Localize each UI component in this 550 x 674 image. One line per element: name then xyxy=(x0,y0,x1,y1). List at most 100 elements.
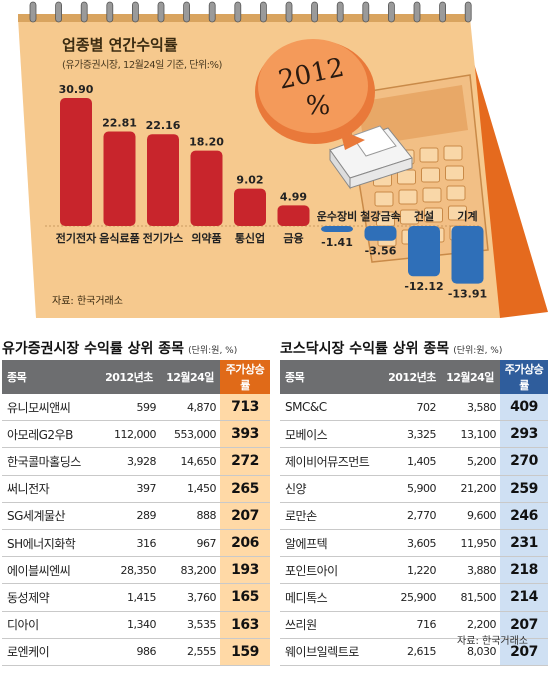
calendar-binding xyxy=(18,14,470,22)
calendar-illustration: 2012 % 30.90 전기전자 22.81 음식료품 22.16 전기가스 18.20 의… xyxy=(18,1,548,318)
price-end: 3,880 xyxy=(440,556,500,585)
calculator-key xyxy=(421,167,440,183)
price-start: 3,325 xyxy=(384,420,440,449)
price-end: 11,950 xyxy=(440,529,500,558)
table-row: 에이블씨엔씨 28,350 83,200 193 xyxy=(2,556,270,585)
bar xyxy=(408,226,440,277)
stock-name: 로만손 xyxy=(280,502,384,530)
bar xyxy=(451,226,484,284)
stock-name: 한국콜마홀딩스 xyxy=(2,447,98,476)
rise-rate: 265 xyxy=(220,475,270,503)
rise-rate: 193 xyxy=(220,556,270,585)
rise-rate: 270 xyxy=(500,447,548,476)
table-row: 아모레G2우B 112,000 553,000 393 xyxy=(2,420,270,449)
price-end: 888 xyxy=(160,502,220,530)
kosdaq-title-text: 코스닥시장 수익률 상위 종목 xyxy=(280,341,450,357)
stock-name: 제이비어뮤즈먼트 xyxy=(280,447,384,476)
kospi-table-block: 유가증권시장 수익률 상위 종목 (단위:원, %) 종목 2012년초 12월2… xyxy=(2,338,270,666)
bar-value-label: -13.91 xyxy=(448,288,487,301)
price-start: 702 xyxy=(384,394,440,422)
bar-category-label: 음식료품 xyxy=(99,231,139,245)
stock-name: 웨이브일렉트로 xyxy=(280,638,384,666)
rise-rate: 206 xyxy=(220,529,270,558)
rise-rate: 231 xyxy=(500,529,548,558)
price-end: 553,000 xyxy=(160,420,220,449)
calculator-key xyxy=(446,185,466,201)
ring-icon xyxy=(362,1,370,23)
bar-category-label: 건설 xyxy=(414,209,434,223)
table-row: 쓰리원 716 2,200 207 xyxy=(280,611,548,639)
calculator-key xyxy=(448,205,467,221)
bar-category-label: 기계 xyxy=(457,209,477,223)
rise-rate: 207 xyxy=(500,638,548,666)
kospi-table-title: 유가증권시장 수익률 상위 종목 (단위:원, %) xyxy=(2,338,270,360)
table-row: 로만손 2,770 9,600 246 xyxy=(280,502,548,530)
kospi-table-body: 유니모씨앤씨 599 4,870 713 아모레G2우B 112,000 553,000 39… xyxy=(2,394,270,666)
rise-rate: 259 xyxy=(500,475,548,503)
price-end: 2,555 xyxy=(160,638,220,666)
col-header-rate: 주가상승률 xyxy=(220,360,270,394)
kospi-title-text: 유가증권시장 수익률 상위 종목 xyxy=(2,341,185,357)
bar-value-label: 22.16 xyxy=(146,119,181,132)
bar-category-label: 금융 xyxy=(283,232,303,245)
bar xyxy=(190,150,223,226)
bar-category-label: 전기가스 xyxy=(143,231,183,245)
calculator-key xyxy=(445,165,464,181)
price-start: 3,928 xyxy=(98,447,160,476)
stock-name: SMC&C xyxy=(280,394,384,422)
price-start: 986 xyxy=(98,638,160,666)
col-header-start: 2012년초 xyxy=(98,360,160,394)
price-end: 13,100 xyxy=(440,420,500,449)
stock-name: 쓰리원 xyxy=(280,611,384,639)
rise-rate: 713 xyxy=(220,394,270,422)
table-row: SG세계물산 289 888 207 xyxy=(2,502,270,530)
price-end: 967 xyxy=(160,529,220,558)
price-start: 397 xyxy=(98,475,160,503)
rise-rate: 272 xyxy=(220,447,270,476)
bar xyxy=(364,226,397,241)
rise-rate: 163 xyxy=(220,611,270,639)
price-end: 14,650 xyxy=(160,447,220,476)
price-end: 81,500 xyxy=(440,583,500,612)
stock-name: 포인트아이 xyxy=(280,556,384,585)
kospi-table-header: 종목 2012년초 12월24일 주가상승률 xyxy=(2,360,270,394)
calculator-key xyxy=(422,187,442,203)
kosdaq-unit: (단위:원, %) xyxy=(453,346,503,356)
table-row: SH에너지화학 316 967 206 xyxy=(2,529,270,558)
table-row: 포인트아이 1,220 3,880 218 xyxy=(280,556,548,585)
stock-name: 디아이 xyxy=(2,611,98,639)
rise-rate: 218 xyxy=(500,556,548,585)
rise-rate: 293 xyxy=(500,420,548,449)
ring-icon xyxy=(157,1,165,23)
price-start: 25,900 xyxy=(384,583,440,612)
calendar-rings xyxy=(29,1,472,23)
stock-name: 메디톡스 xyxy=(280,583,384,612)
bar-category-label: 의약품 xyxy=(191,231,221,245)
table-row: 신양 5,900 21,200 259 xyxy=(280,475,548,503)
stock-name: SH에너지화학 xyxy=(2,529,98,558)
bar xyxy=(147,134,179,226)
col-header-rate: 주가상승률 xyxy=(500,360,548,394)
calculator-key xyxy=(374,191,394,207)
ring-icon xyxy=(183,1,191,23)
table-row: 메디톡스 25,900 81,500 214 xyxy=(280,583,548,612)
price-end: 3,760 xyxy=(160,583,220,612)
rise-rate: 159 xyxy=(220,638,270,666)
price-start: 3,605 xyxy=(384,529,440,558)
stock-name: 에이블씨엔씨 xyxy=(2,556,98,585)
calculator-key xyxy=(443,145,463,161)
price-start: 599 xyxy=(98,394,160,422)
bar-category-label: 운수장비 xyxy=(317,209,357,223)
ring-icon xyxy=(234,1,242,23)
bar xyxy=(277,205,310,226)
stock-name: 아모레G2우B xyxy=(2,420,98,449)
ring-icon xyxy=(106,1,114,23)
rise-rate: 246 xyxy=(500,502,548,530)
col-header-start: 2012년초 xyxy=(384,360,440,394)
price-end: 8,030 xyxy=(440,638,500,666)
paper-stack-icon xyxy=(329,125,413,190)
kospi-table: 종목 2012년초 12월24일 주가상승률 유니모씨앤씨 599 4,870 713… xyxy=(2,360,270,666)
stock-name: 알에프텍 xyxy=(280,529,384,558)
bar-value-label: 9.02 xyxy=(236,174,263,187)
bar-category-label: 전기전자 xyxy=(56,231,97,245)
